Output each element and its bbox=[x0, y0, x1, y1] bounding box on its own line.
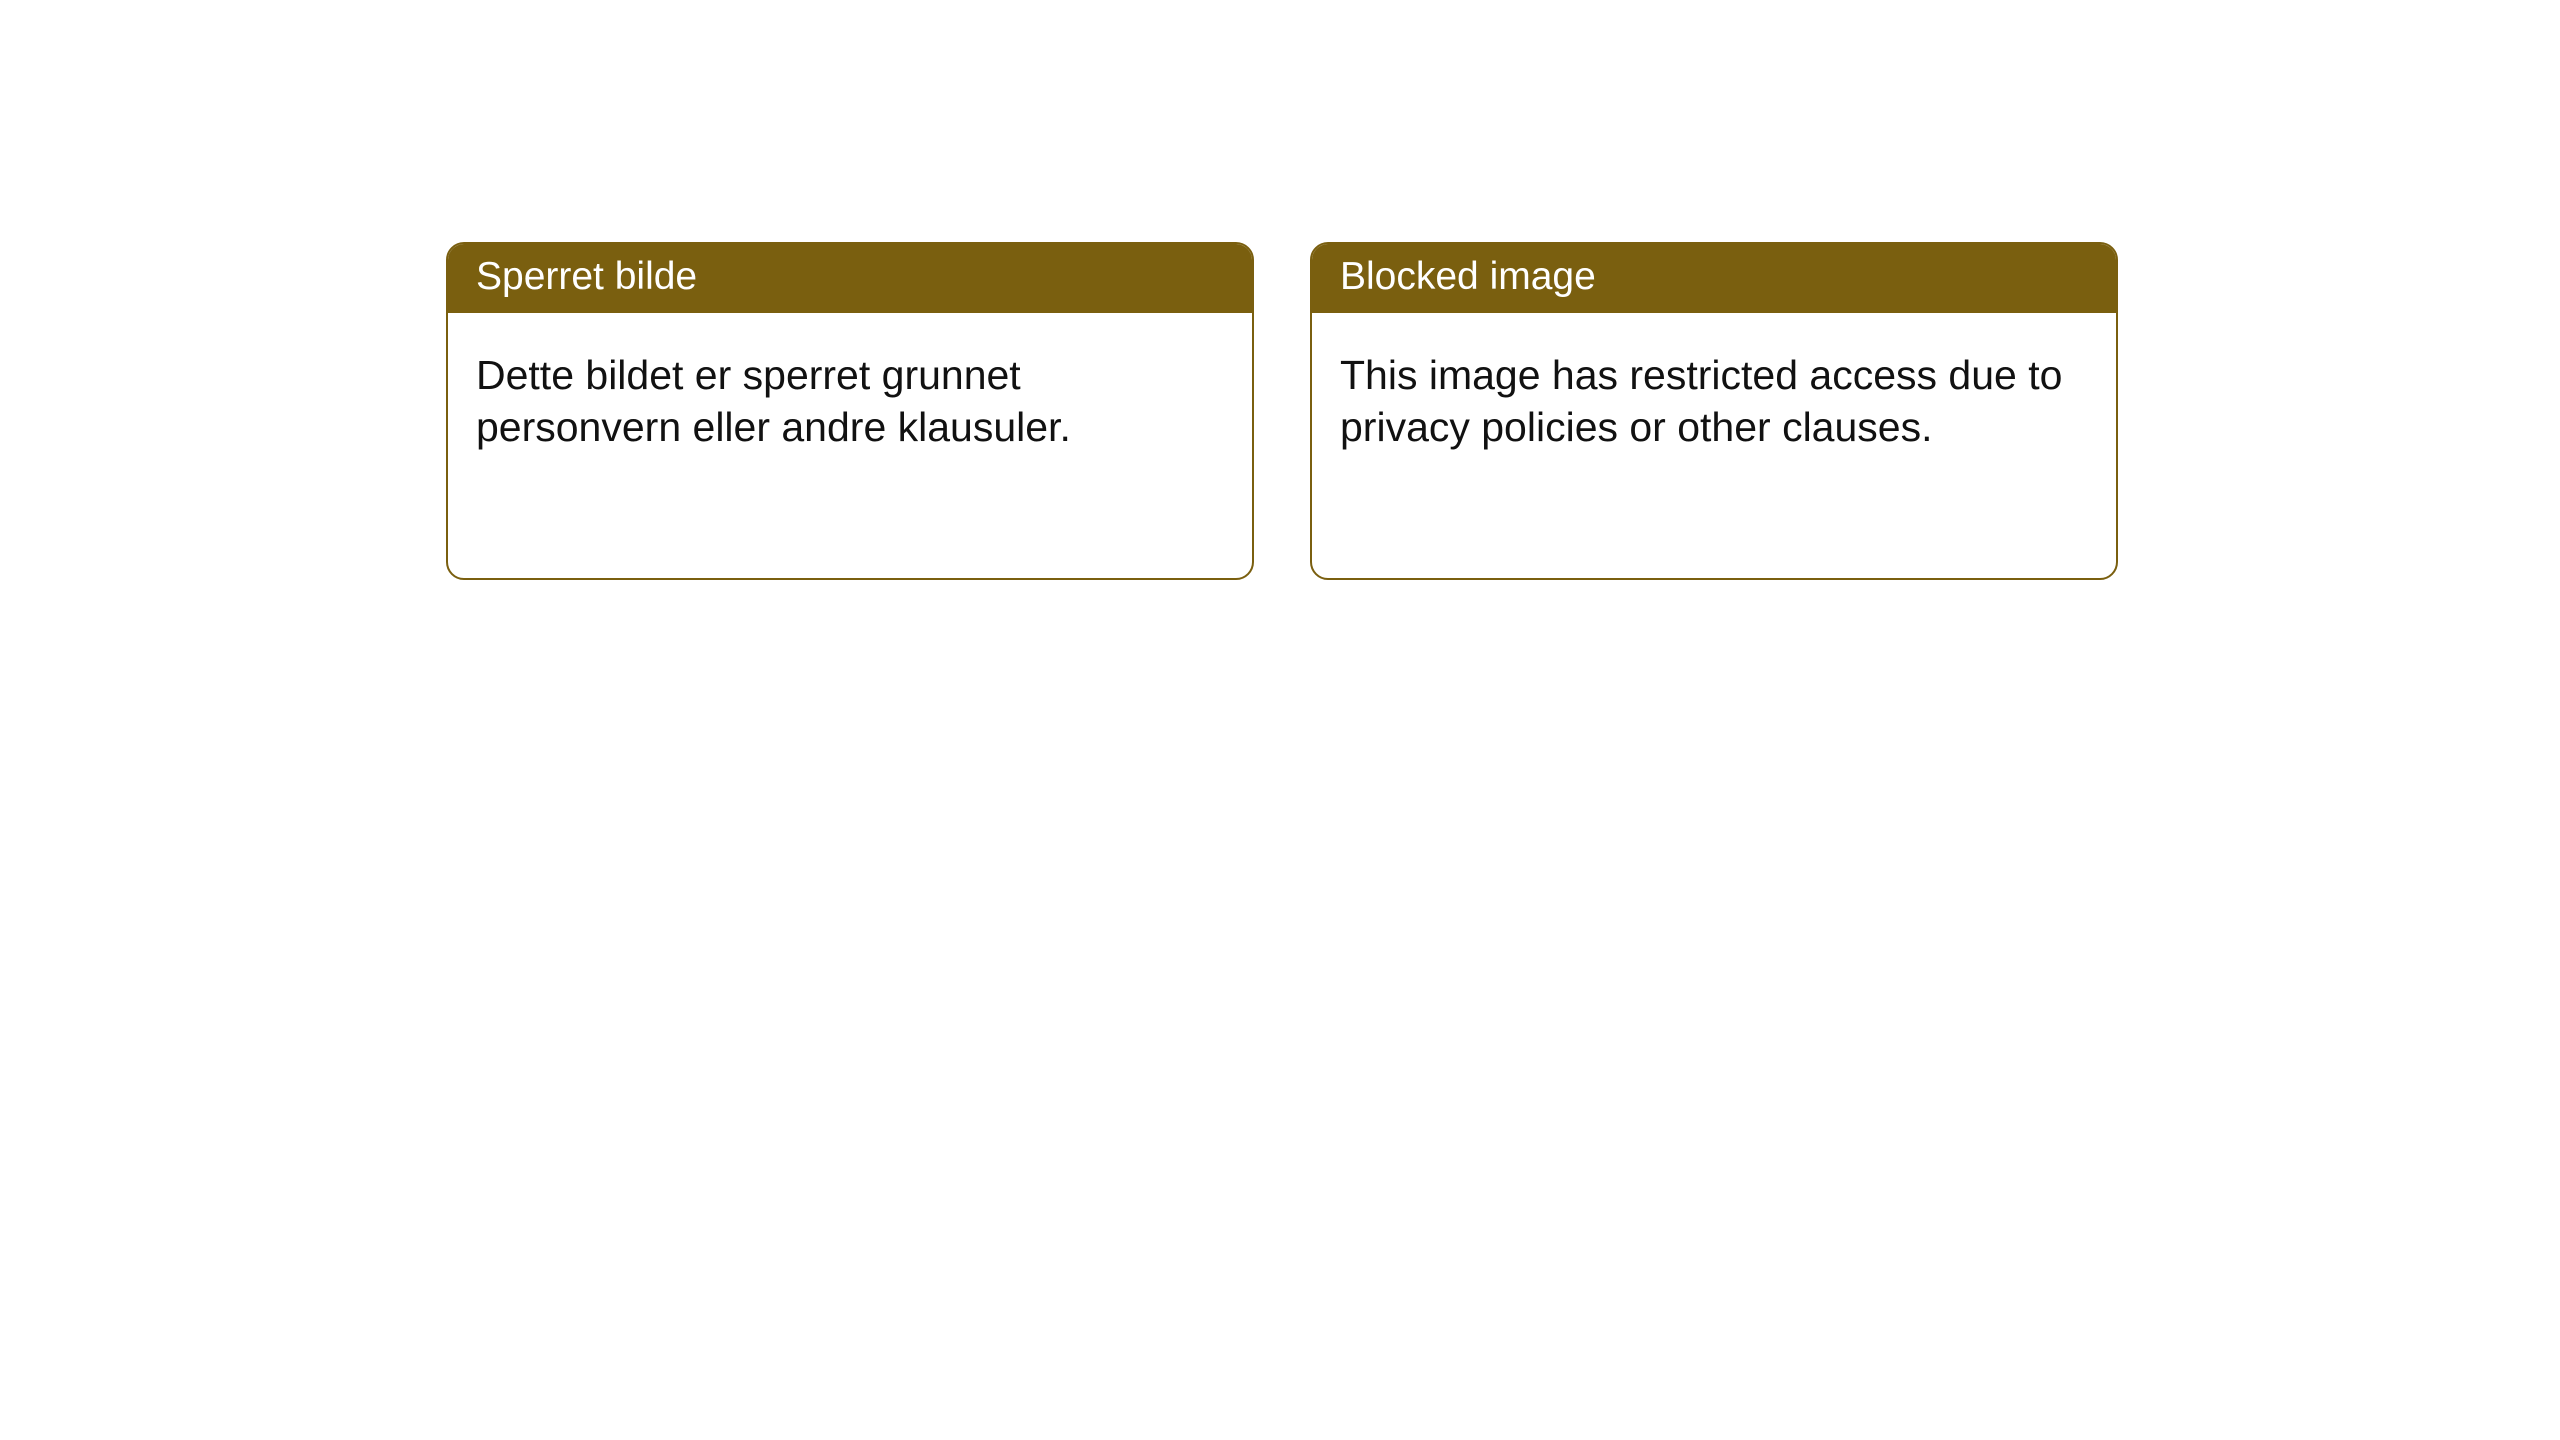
card-title-norwegian: Sperret bilde bbox=[448, 244, 1252, 313]
card-body-norwegian: Dette bildet er sperret grunnet personve… bbox=[448, 313, 1252, 482]
blocked-image-card-english: Blocked image This image has restricted … bbox=[1310, 242, 2118, 580]
notice-cards-container: Sperret bilde Dette bildet er sperret gr… bbox=[0, 0, 2560, 580]
card-title-english: Blocked image bbox=[1312, 244, 2116, 313]
card-body-english: This image has restricted access due to … bbox=[1312, 313, 2116, 482]
blocked-image-card-norwegian: Sperret bilde Dette bildet er sperret gr… bbox=[446, 242, 1254, 580]
